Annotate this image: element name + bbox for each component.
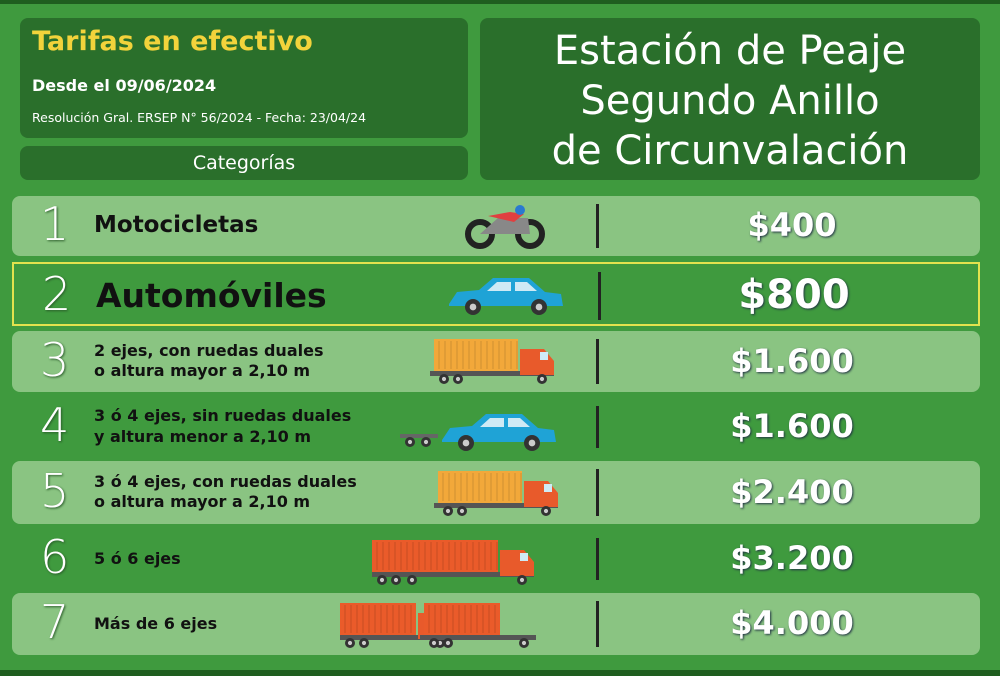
separator [596, 406, 599, 448]
price: $1.600 [730, 407, 854, 445]
category-description: 5 ó 6 ejes [94, 549, 181, 570]
category-number: 5 [40, 463, 70, 518]
resolution: Resolución Gral. ERSEP N° 56/2024 - Fech… [32, 110, 367, 125]
category-description: Más de 6 ejes [94, 614, 217, 635]
description-line: 3 ó 4 ejes, sin ruedas duales [94, 406, 352, 426]
category-number: 6 [40, 530, 70, 584]
price: $2.400 [730, 472, 854, 511]
description-line: Más de 6 ejes [94, 613, 218, 633]
price: $4.000 [730, 604, 854, 642]
station-line: Segundo Anillo [580, 78, 880, 124]
tariff-row: 7 Más de 6 ejes $4.000 [12, 593, 980, 655]
vehicle-icon [400, 414, 556, 451]
category-number: 1 [40, 197, 70, 251]
tariff-row: 2 Automóviles $800 [12, 262, 980, 326]
separator [596, 469, 599, 516]
separator [596, 601, 599, 647]
price: $1.600 [730, 341, 854, 380]
price: $400 [747, 206, 837, 244]
description-line: o altura mayor a 2,10 m [94, 361, 311, 381]
tariff-row: 6 5 ó 6 ejes $3.200 [12, 530, 980, 588]
tariff-row: 4 3 ó 4 ejes, sin ruedas duales y altura m… [12, 398, 980, 456]
since: Desde el 09/06/2024 [32, 76, 217, 95]
category-description: Motocicletas [94, 211, 258, 241]
vehicle-icon [465, 205, 545, 249]
category-number: 4 [40, 398, 70, 452]
category-description: 2 ejes, con ruedas duales o altura mayor … [94, 341, 323, 383]
station-line: Estación de Peaje [553, 28, 907, 74]
category-number: 2 [42, 267, 72, 321]
vehicle-icon [434, 471, 558, 516]
separator [596, 204, 599, 248]
category-number: 7 [40, 595, 70, 649]
description-line: y altura menor a 2,10 m [94, 426, 312, 446]
price: $3.200 [730, 539, 854, 577]
category-number: 3 [40, 332, 70, 387]
separator [596, 538, 599, 580]
vehicle-icon [430, 339, 554, 384]
description-line: Motocicletas [94, 212, 259, 239]
station-line: de Circunvalación [551, 128, 909, 174]
title: Tarifas en efectivo [32, 26, 313, 57]
tariff-row: 3 2 ejes, con ruedas duales o altura mayor… [12, 331, 980, 392]
separator [596, 339, 599, 384]
tariff-row: 1 Motocicletas $400 [12, 196, 980, 256]
description-line: 5 ó 6 ejes [94, 548, 181, 568]
description-line: o altura mayor a 2,10 m [94, 492, 311, 512]
categories-label: Categorías [20, 146, 468, 180]
vehicle-icon [372, 540, 534, 585]
vehicle-icon [340, 603, 536, 648]
station-name: Estación de Peaje Segundo Anillo de Circ… [480, 26, 980, 176]
station-box: Estación de Peaje Segundo Anillo de Circ… [480, 18, 980, 180]
description-line: 2 ejes, con ruedas duales [94, 340, 324, 360]
description-line: Automóviles [96, 275, 327, 315]
category-description: 3 ó 4 ejes, con ruedas duales o altura ma… [94, 472, 357, 514]
price: $800 [738, 272, 850, 318]
tariff-row: 5 3 ó 4 ejes, con ruedas duales o altura m… [12, 461, 980, 524]
description-line: 3 ó 4 ejes, con ruedas duales [94, 471, 357, 491]
category-description: 3 ó 4 ejes, sin ruedas duales y altura me… [94, 406, 351, 448]
header-box: Tarifas en efectivo Desde el 09/06/2024 … [20, 18, 468, 138]
separator [598, 272, 601, 320]
vehicle-icon [449, 278, 563, 315]
category-description: Automóviles [96, 275, 327, 318]
